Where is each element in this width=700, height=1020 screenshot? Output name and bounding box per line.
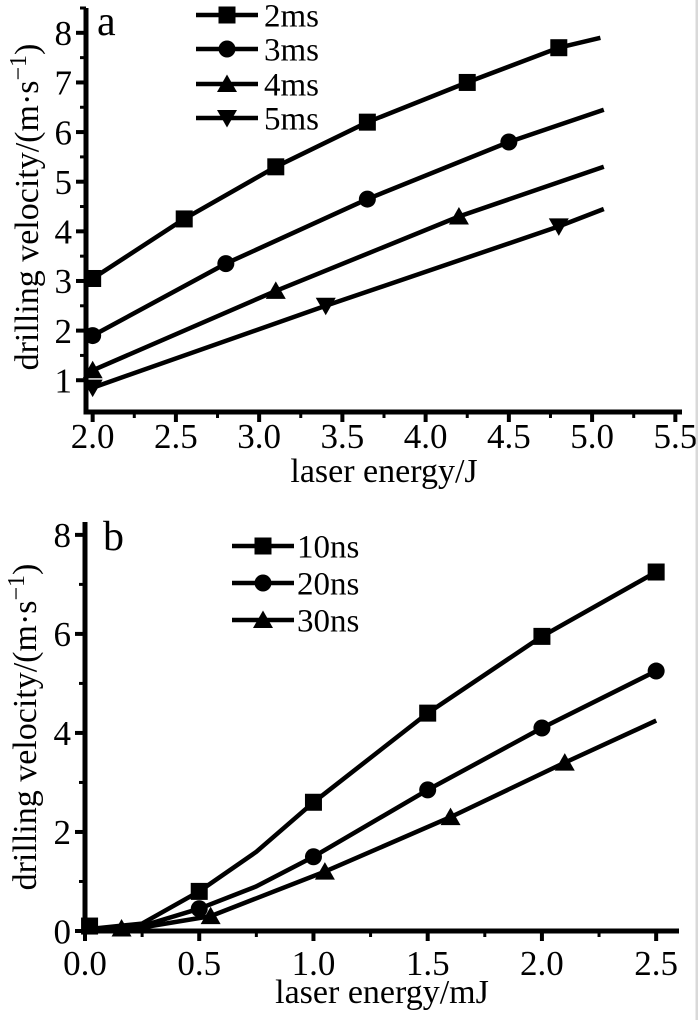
y-tick-label: 4 — [54, 714, 72, 753]
x-tick-label: 2.5 — [154, 417, 198, 456]
series-line — [84, 668, 658, 933]
y-tick-label: 6 — [54, 615, 72, 654]
y-tick-label: 0 — [54, 912, 72, 951]
panel-b-x-ticks: 0.0 0.5 1.0 1.5 2.0 2.5 — [63, 931, 678, 983]
panel-letter-a: a — [97, 0, 116, 45]
legend-label: 30ns — [297, 604, 359, 640]
x-tick-label: 2.5 — [634, 944, 678, 983]
x-tick-label: 2.0 — [71, 417, 115, 456]
legend-label: 10ns — [297, 530, 359, 566]
panel-a-axes — [83, 8, 682, 415]
series-2ms — [84, 35, 601, 287]
legend-label: 2ms — [264, 0, 319, 35]
y-axis-label: drilling velocity/(m·s−1) — [4, 564, 44, 891]
x-tick-label: 1.0 — [292, 944, 336, 983]
x-tick-label: 3.0 — [237, 417, 281, 456]
y-tick-label: 3 — [55, 262, 73, 301]
y-tick-label: 8 — [54, 516, 72, 555]
y-tick-label: 7 — [55, 64, 73, 103]
x-tick-label: 2.0 — [520, 944, 564, 983]
y-tick-label: 4 — [55, 213, 73, 252]
panel-a-x-ticks: 2.0 2.5 3.0 3.5 4.0 4.5 5.0 5.5 — [71, 412, 697, 456]
x-tick-label: 1.5 — [406, 944, 450, 983]
x-axis-label: laser energy/mJ — [275, 974, 489, 1011]
series-line — [91, 107, 605, 338]
series-line — [91, 35, 601, 281]
y-tick-label: 2 — [55, 312, 73, 351]
series-line — [91, 206, 605, 390]
legend-label: 5ms — [264, 102, 319, 138]
panel-a: 2.0 2.5 3.0 3.5 4.0 4.5 5.0 5.5 1 2 3 4 5 6 7 8 laser en… — [6, 0, 697, 490]
scan-edge-artifact — [695, 0, 698, 1020]
panel-b-axes — [82, 522, 679, 934]
series-5ms — [82, 206, 605, 398]
x-tick-label: 5.5 — [653, 417, 697, 456]
series-20ns — [84, 662, 665, 933]
series-line — [84, 570, 658, 932]
series-3ms — [84, 107, 605, 345]
legend-label: 20ns — [297, 567, 359, 603]
legend-label: 3ms — [264, 33, 319, 69]
series-10ns — [81, 563, 665, 935]
x-tick-label: 4.5 — [487, 417, 531, 456]
panel-a-y-ticks: 1 2 3 4 5 6 7 8 — [55, 6, 86, 400]
x-tick-label: 0.0 — [63, 944, 107, 983]
legend-label: 4ms — [264, 68, 319, 104]
series-30ns — [84, 718, 658, 937]
y-tick-label: 5 — [55, 163, 73, 202]
x-tick-label: 4.0 — [404, 417, 448, 456]
series-4ms — [82, 164, 605, 379]
y-tick-label: 6 — [55, 113, 73, 152]
panel-letter-b: b — [103, 514, 124, 560]
panel-b-y-ticks: 0 2 4 6 8 — [54, 516, 85, 951]
x-tick-label: 0.5 — [177, 944, 221, 983]
y-tick-label: 1 — [55, 361, 73, 400]
x-tick-label: 3.5 — [321, 417, 365, 456]
panel-b: 0.0 0.5 1.0 1.5 2.0 2.5 0 2 4 6 8 laser energy/mJ dr… — [4, 514, 679, 1011]
y-tick-label: 2 — [54, 813, 72, 852]
x-tick-label: 5.0 — [570, 417, 614, 456]
series-line — [91, 164, 605, 373]
y-axis-label: drilling velocity/(m·s−1) — [6, 44, 46, 371]
y-tick-label: 8 — [55, 14, 73, 53]
x-axis-label: laser energy/J — [290, 453, 477, 490]
